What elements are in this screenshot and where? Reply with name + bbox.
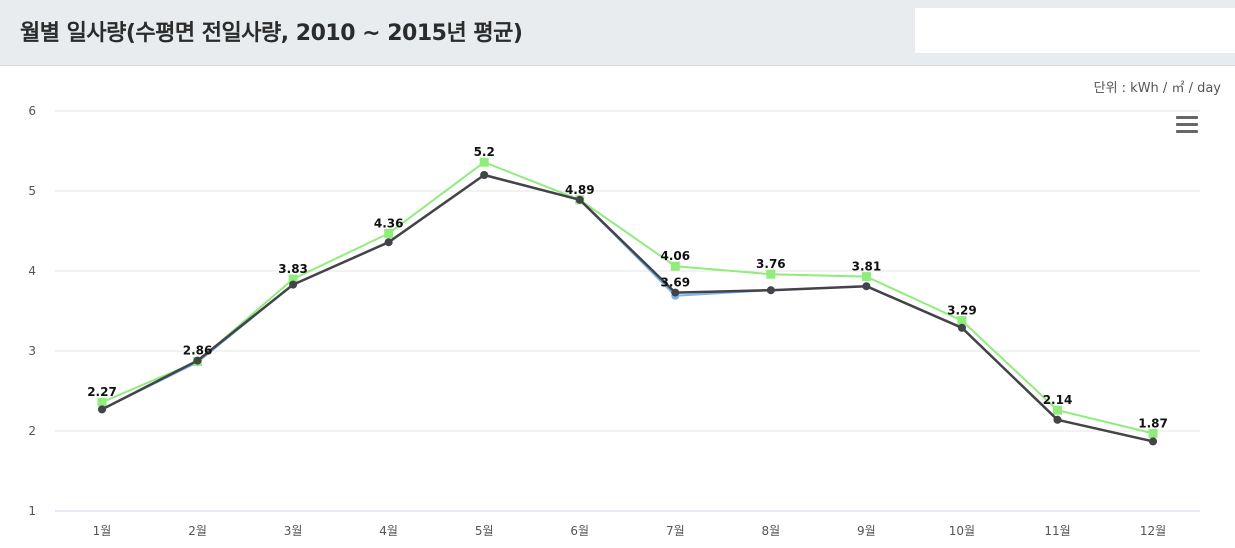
series-point <box>1053 415 1062 424</box>
data-label: 4.36 <box>374 216 404 230</box>
data-label: 1.87 <box>1138 416 1168 430</box>
series-point <box>97 397 107 407</box>
series-point <box>861 272 871 282</box>
series-point <box>288 274 298 284</box>
series-line <box>101 161 1154 435</box>
data-label: 2.86 <box>183 344 213 358</box>
x-tick-label: 11월 <box>1044 524 1070 538</box>
series-point <box>384 238 393 247</box>
y-tick-label: 6 <box>28 104 36 118</box>
data-label: 2.27 <box>87 385 117 399</box>
x-tick-label: 6월 <box>570 524 589 538</box>
y-tick-label: 1 <box>28 504 36 518</box>
series-point <box>193 356 202 365</box>
menu-bar <box>1176 116 1198 119</box>
menu-bar <box>1176 123 1198 126</box>
data-label: 5.2 <box>474 145 495 159</box>
menu-bar <box>1176 130 1198 133</box>
x-tick-label: 5월 <box>475 524 494 538</box>
data-label: 3.83 <box>278 262 308 276</box>
data-label: 3.81 <box>852 260 882 274</box>
x-tick-label: 3월 <box>284 524 303 538</box>
series-point <box>575 195 584 204</box>
series-point <box>957 316 967 326</box>
series-point <box>480 171 489 179</box>
series-point <box>862 282 871 291</box>
hamburger-menu-icon[interactable] <box>1176 116 1198 134</box>
chart-header: 월별 일사량(수평면 전일사량, 2010 ~ 2015년 평균) <box>0 0 1235 66</box>
x-tick-label: 10월 <box>949 524 975 538</box>
y-tick-label: 5 <box>28 184 36 198</box>
data-label: 2.14 <box>1043 393 1073 407</box>
series-point <box>1053 405 1062 415</box>
series-point <box>957 323 966 332</box>
x-tick-label: 1월 <box>93 524 112 538</box>
series-point <box>479 157 489 167</box>
series-point <box>1149 437 1158 446</box>
series-point <box>766 286 775 295</box>
series-point <box>766 269 776 279</box>
series-line <box>101 173 1154 443</box>
y-tick-label: 4 <box>28 264 36 278</box>
y-tick-label: 2 <box>28 424 36 438</box>
series-point <box>670 261 680 271</box>
x-tick-label: 8월 <box>762 524 781 538</box>
series-point <box>384 228 394 238</box>
x-tick-label: 4월 <box>379 524 398 538</box>
series-point <box>289 280 298 289</box>
series-point <box>1148 428 1158 438</box>
x-tick-label: 9월 <box>857 524 876 538</box>
page-title: 월별 일사량(수평면 전일사량, 2010 ~ 2015년 평균) <box>20 21 523 46</box>
data-label: 4.89 <box>565 183 595 197</box>
unit-label: 단위 : kWh / ㎡ / day <box>1093 81 1221 96</box>
series-point <box>98 405 106 414</box>
data-label: 3.69 <box>660 276 690 290</box>
data-label: 3.76 <box>756 257 786 271</box>
header-blank-panel <box>915 8 1235 53</box>
x-tick-label: 2월 <box>188 524 207 538</box>
x-tick-label: 7월 <box>666 524 685 538</box>
series-point <box>671 288 680 297</box>
y-tick-label: 3 <box>28 344 36 358</box>
x-tick-label: 12월 <box>1140 524 1166 538</box>
data-label: 4.06 <box>660 249 690 263</box>
data-label: 3.29 <box>947 304 977 318</box>
line-chart: 1 2 3 4 5 6 1월 2월 3월 4월 5월 6월 7월 8월 9월 10월 11월 12월 2.27 2.8… <box>28 104 1200 538</box>
